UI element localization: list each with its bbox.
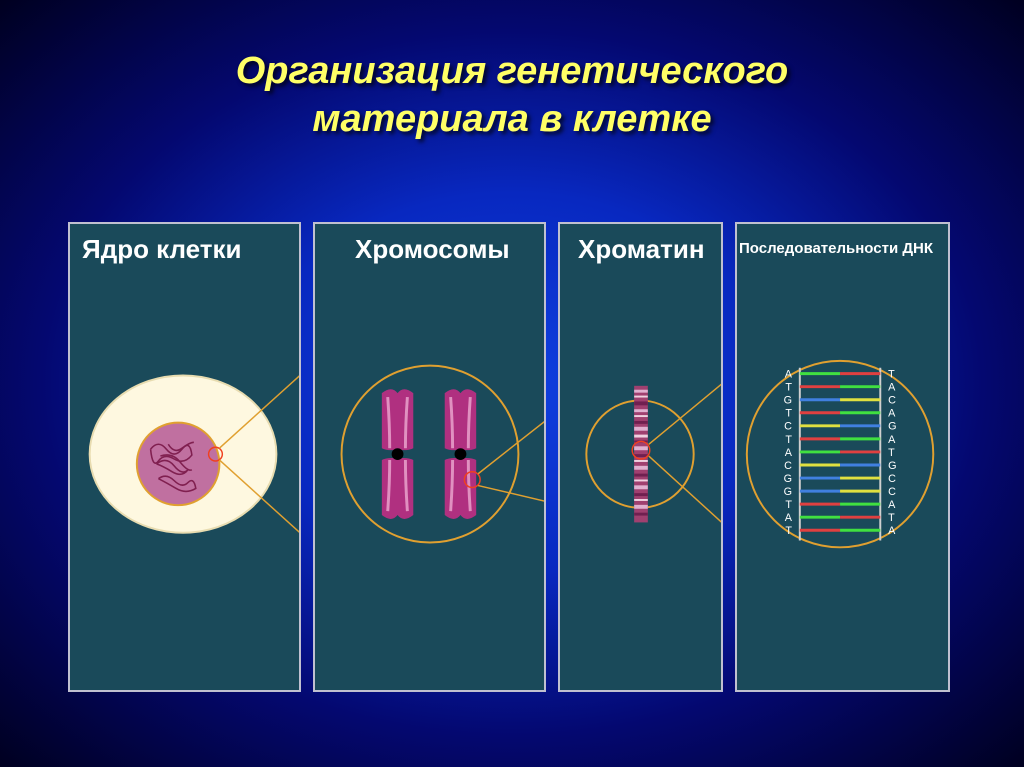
svg-text:G: G [784, 473, 792, 485]
panel-dna-sequences: Последовательности ДНК ATTAGCTACGTAATCGG… [735, 222, 950, 692]
chromatin-diagram [560, 284, 721, 634]
slide-title: Организация генетического материала в кл… [0, 0, 1024, 143]
svg-text:A: A [888, 434, 896, 446]
svg-text:A: A [785, 512, 793, 524]
dna-sequence-diagram: ATTAGCTACGTAATCGGCGCTAATTA [737, 284, 948, 634]
svg-text:T: T [785, 499, 792, 511]
svg-text:T: T [888, 447, 895, 459]
svg-text:G: G [784, 486, 792, 498]
svg-text:T: T [888, 512, 895, 524]
svg-text:A: A [888, 499, 896, 511]
cell-nucleus-diagram [70, 284, 299, 634]
chromosome-2 [445, 389, 476, 519]
svg-text:T: T [785, 434, 792, 446]
panels-row: Ядро клетки Хромосомы [68, 222, 958, 692]
svg-text:A: A [888, 382, 896, 394]
svg-text:T: T [785, 525, 792, 537]
panel-cell-nucleus: Ядро клетки [68, 222, 301, 692]
svg-text:T: T [888, 369, 895, 381]
panel-chromatin: Хроматин [558, 222, 723, 692]
svg-text:A: A [785, 447, 793, 459]
label-dna-sequences: Последовательности ДНК [739, 240, 933, 257]
svg-text:A: A [888, 525, 896, 537]
svg-text:A: A [888, 408, 896, 420]
svg-text:G: G [888, 460, 896, 472]
svg-text:T: T [785, 382, 792, 394]
label-chromatin: Хроматин [578, 234, 705, 265]
svg-text:C: C [888, 395, 896, 407]
title-line-1: Организация генетического [236, 50, 789, 92]
panel-chromosomes: Хромосомы [313, 222, 546, 692]
chromosome-1 [382, 389, 413, 519]
svg-text:C: C [784, 421, 792, 433]
svg-text:C: C [888, 486, 896, 498]
svg-text:G: G [888, 421, 896, 433]
chromatin-bands [634, 386, 648, 523]
label-chromosomes: Хромосомы [355, 234, 510, 265]
title-line-2: материала в клетке [312, 98, 711, 140]
svg-text:C: C [888, 473, 896, 485]
chromosomes-diagram [315, 284, 544, 634]
svg-text:G: G [784, 395, 792, 407]
label-cell-nucleus: Ядро клетки [82, 234, 242, 265]
svg-text:T: T [785, 408, 792, 420]
svg-text:A: A [785, 369, 793, 381]
svg-text:C: C [784, 460, 792, 472]
